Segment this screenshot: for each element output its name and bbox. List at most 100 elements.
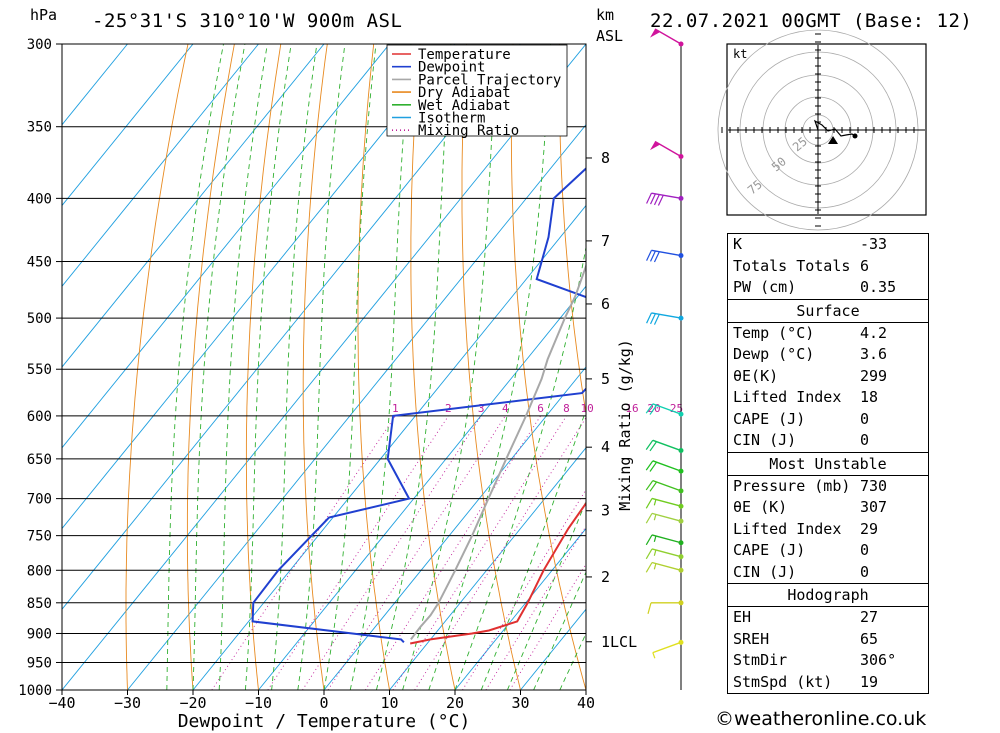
wind-barb-full [649, 193, 656, 205]
wind-level-dot [678, 411, 684, 417]
hodograph-trace [813, 119, 856, 137]
isotherm-line [62, 44, 194, 207]
wet-adiabat-line [192, 44, 246, 690]
x-tick-label: 0 [319, 694, 328, 712]
stat-row: Pressure (mb) 730 [728, 476, 928, 498]
wind-barb-full [649, 441, 658, 452]
mixing-ratio-label: 3 [478, 402, 485, 415]
isotherm-line [62, 44, 521, 610]
stat-row: StmSpd (kt) 19 [728, 672, 928, 694]
wind-level-dot [678, 448, 684, 454]
wet-adiabat-line [297, 44, 346, 690]
stat-row: θE(K) 299 [728, 366, 928, 388]
most-unstable-title: Most Unstable [728, 451, 928, 475]
stat-value: 0 [860, 541, 870, 559]
stat-value: 19 [860, 672, 879, 691]
km-unit: km [596, 6, 614, 24]
legend-label: Wet Adiabat [418, 98, 511, 114]
stat-row: θE (K) 307 [728, 497, 928, 519]
wind-barb-full [645, 403, 654, 414]
y-tick-label: 650 [27, 452, 52, 468]
km-tick-label: 2 [601, 568, 610, 586]
stat-row: Lifted Index 29 [728, 519, 928, 541]
dry-adiabat-line [186, 44, 235, 690]
x-tick-label: −10 [245, 694, 272, 712]
stat-row: PW (cm) 0.35 [728, 277, 928, 299]
wind-barb-half [653, 563, 657, 570]
dewpoint-line [251, 167, 586, 643]
y-tick-label: 350 [27, 120, 52, 136]
stat-row: CAPE (J) 0 [728, 540, 928, 562]
km-tick-label: 1LCL [601, 633, 637, 651]
stat-value: 0.35 [860, 278, 897, 296]
isotherm-line [389, 447, 586, 690]
watermark: ©weatheronline.co.uk [715, 708, 927, 730]
wind-barb-full [649, 250, 656, 262]
wind-barb-full [645, 439, 654, 450]
wind-barb-full [645, 534, 653, 546]
wind-barb-staff [651, 497, 682, 507]
wind-level-dot [678, 195, 684, 201]
wet-adiabat-line [271, 44, 318, 690]
mixing-ratio-line [392, 415, 567, 690]
storm-motion-marker [828, 136, 838, 144]
wind-barb-full [653, 314, 660, 325]
wind-level-dot [678, 503, 684, 509]
stat-value: 18 [860, 388, 879, 406]
stat-value: 306° [860, 651, 897, 669]
km-tick-label: 6 [601, 295, 610, 313]
location-header: -25°31'S 310°10'W 900m ASL [92, 10, 403, 32]
wind-barb-staff [651, 534, 682, 544]
wind-barb-staff [652, 439, 682, 452]
wet-adiabat-line [323, 44, 377, 690]
km-tick-label: 7 [601, 232, 610, 250]
legend-label: Mixing Ratio [418, 123, 519, 139]
stat-value: 730 [860, 476, 888, 495]
wind-barb-staff [652, 403, 682, 415]
stat-label: CAPE (J) [733, 409, 806, 428]
x-tick-label: −20 [179, 694, 206, 712]
wind-barb-staff [651, 561, 682, 571]
dry-adiabat-line [125, 44, 189, 690]
stat-value: 0 [860, 562, 870, 581]
hodograph-unit: kt [733, 47, 747, 61]
isotherm-line [127, 124, 586, 690]
axes: 3003504004505005506006507007508008509009… [18, 6, 637, 732]
wind-barb-full [649, 313, 656, 325]
wind-level-dot [678, 639, 684, 645]
y-tick-label: 850 [27, 596, 52, 612]
mixing-ratio-line [267, 415, 449, 690]
wind-barb-staff [651, 312, 682, 319]
km-tick-label: 8 [601, 149, 610, 167]
wind-barb-pennant [650, 29, 661, 38]
mixing-ratio-label: 16 [625, 402, 638, 415]
wind-barb-staff [651, 249, 682, 257]
x-axis-label: Dewpoint / Temperature (°C) [178, 711, 471, 732]
wind-barb-full [645, 513, 653, 524]
wind-barb-staff [652, 641, 682, 654]
y-tick-label: 900 [27, 626, 52, 642]
isotherm-line [258, 285, 586, 690]
wind-level-dot [678, 518, 684, 524]
stat-row: CIN (J) 0 [728, 430, 928, 452]
stat-row: EH 27 [728, 607, 928, 629]
wind-barb-staff [651, 548, 682, 558]
mixing-ratio-line [414, 416, 586, 690]
stat-row: CIN (J) 0 [728, 562, 928, 584]
mixing-ratio-labels: 12346810162025 [392, 402, 683, 415]
x-tick-label: −30 [114, 694, 141, 712]
stat-row: CAPE (J) 0 [728, 409, 928, 431]
wind-barb-full [649, 461, 658, 472]
stat-label: CAPE (J) [733, 541, 806, 559]
stat-value: -33 [860, 235, 888, 253]
x-tick-label: 20 [446, 694, 464, 712]
indices-table: K -33 Totals Totals 6 PW (cm) 0.35 Surface Te… [727, 233, 929, 694]
y-tick-label: 800 [27, 563, 52, 579]
datetime-header: 22.07.2021 00GMT (Base: 12) [650, 10, 973, 32]
parcel-trajectory-line [410, 263, 586, 641]
stat-row: SREH 65 [728, 629, 928, 651]
wind-barb-full [645, 562, 653, 573]
wet-adiabat-line [402, 44, 498, 690]
wind-level-dot [678, 154, 684, 160]
